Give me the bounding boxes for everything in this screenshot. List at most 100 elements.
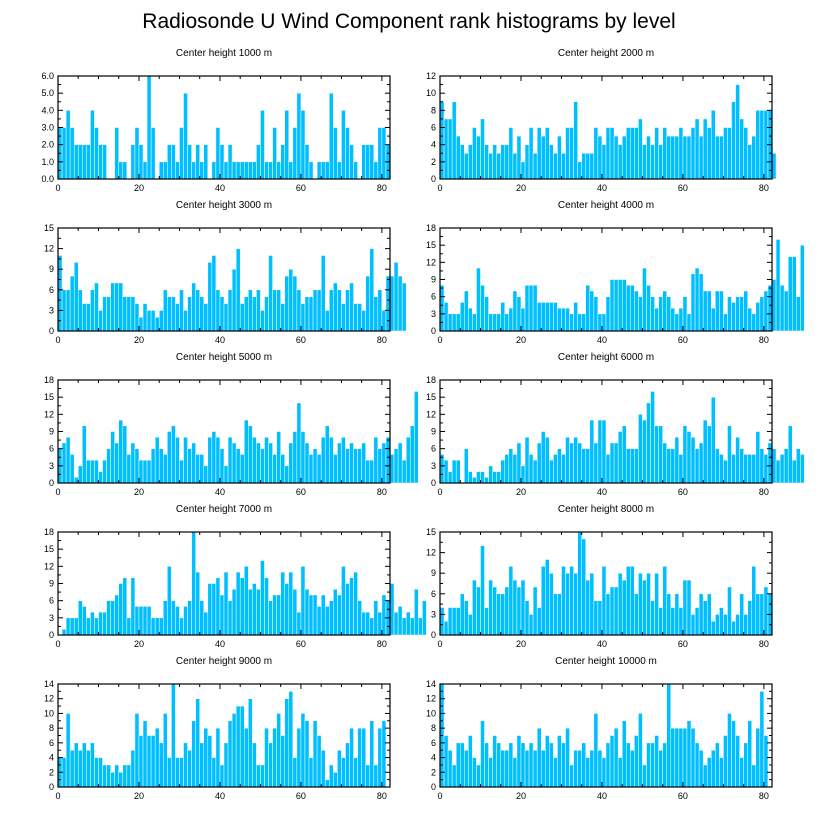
histogram-bar <box>500 459 506 484</box>
histogram-panel: Center height 3000 m 0 20 40 60 80 0 3 6 9 12 15 <box>44 200 407 347</box>
histogram-bar <box>163 161 168 180</box>
histogram-bar <box>73 617 79 636</box>
histogram-bar <box>536 607 542 636</box>
histogram-bar <box>646 572 651 636</box>
x-tick-label: 20 <box>516 791 526 801</box>
histogram-bar <box>207 583 213 636</box>
histogram-bar <box>723 313 728 332</box>
histogram-bar <box>248 698 253 788</box>
histogram-bar <box>252 296 257 332</box>
histogram-bar <box>484 296 489 332</box>
histogram-bar <box>280 454 285 484</box>
histogram-bar <box>536 302 542 332</box>
x-tick-label: 60 <box>296 639 306 649</box>
histogram-bar <box>674 727 680 788</box>
histogram-bar <box>381 310 387 332</box>
histogram-bar <box>775 459 781 484</box>
histogram-bar <box>549 742 554 788</box>
histogram-bar <box>333 454 338 484</box>
histogram-bar <box>256 764 261 788</box>
histogram-bar <box>601 313 607 332</box>
histogram-bar <box>324 161 330 180</box>
histogram-bar <box>175 303 180 332</box>
histogram-bar <box>565 307 570 332</box>
histogram-bar <box>401 617 407 636</box>
histogram-bar <box>654 127 659 180</box>
histogram-bar <box>565 127 570 180</box>
histogram-bar <box>102 611 107 636</box>
histogram-bar <box>163 713 168 788</box>
histogram-bar <box>300 431 306 484</box>
x-tick-label: 0 <box>55 791 60 801</box>
panel-title: Center height 5000 m <box>175 352 273 363</box>
histogram-bar <box>540 566 546 636</box>
histogram-bar <box>686 431 692 484</box>
histogram-bar <box>312 720 318 788</box>
y-tick-label: 12 <box>44 409 54 419</box>
x-tick-label: 20 <box>516 183 526 193</box>
histogram-bar <box>654 425 659 484</box>
histogram-bar <box>459 742 465 788</box>
histogram-bar <box>787 256 793 332</box>
histogram-bar <box>545 302 550 332</box>
histogram-bar <box>146 735 152 788</box>
histogram-bar <box>727 296 732 332</box>
histogram-bar <box>621 425 627 484</box>
histogram-bar <box>520 307 526 332</box>
y-tick-label: 4 <box>431 140 436 150</box>
histogram-bar <box>369 248 375 332</box>
histogram-bar <box>138 317 144 332</box>
histogram-bar <box>134 713 140 788</box>
histogram-bar <box>767 284 773 332</box>
histogram-bar <box>613 727 619 788</box>
histogram-bar <box>747 144 753 180</box>
panel-title: Center height 7000 m <box>175 504 273 515</box>
histogram-bar <box>361 611 366 636</box>
histogram-bar <box>553 153 558 180</box>
histogram-bar <box>605 454 611 484</box>
y-tick-label: 6 <box>431 444 436 454</box>
histogram-bar <box>569 566 574 636</box>
histogram-bar <box>252 583 257 636</box>
histogram-bar <box>678 607 684 636</box>
histogram-bar <box>480 118 485 180</box>
histogram-bar <box>585 284 591 332</box>
histogram-bar <box>401 282 407 332</box>
histogram-bar <box>316 289 322 332</box>
histogram-bar <box>353 571 358 636</box>
histogram-bar <box>187 749 192 788</box>
histogram-bar <box>223 465 229 484</box>
histogram-bar <box>650 144 655 180</box>
histogram-bar <box>86 459 91 484</box>
y-tick-label: 4 <box>49 753 54 763</box>
histogram-bar <box>504 454 510 484</box>
histogram-bar <box>397 606 403 636</box>
histogram-bar <box>638 296 643 332</box>
histogram-bar <box>73 742 79 788</box>
histogram-bar <box>349 442 354 484</box>
histogram-bar <box>565 727 570 788</box>
histogram-bar <box>532 284 538 332</box>
histogram-bar <box>389 583 395 636</box>
histogram-bar <box>195 698 200 788</box>
histogram-bar <box>195 571 200 636</box>
y-tick-label: 0 <box>431 326 436 336</box>
histogram-bar <box>276 431 281 484</box>
y-tick-label: 18 <box>426 375 436 385</box>
histogram-bar <box>365 275 371 332</box>
histogram-bar <box>747 720 753 788</box>
histogram-bar <box>146 606 152 636</box>
histogram-bar <box>142 161 148 180</box>
histogram-bar <box>589 290 595 332</box>
histogram-bar <box>377 727 383 788</box>
histogram-bar <box>536 442 542 484</box>
histogram-bar <box>666 135 672 180</box>
y-tick-label: 8 <box>431 105 436 115</box>
histogram-bar <box>405 436 411 484</box>
histogram-bar <box>110 600 115 636</box>
histogram-bar <box>231 268 237 332</box>
histogram-bar <box>658 749 663 788</box>
histogram-bar <box>686 313 692 332</box>
histogram-bar <box>670 448 676 484</box>
histogram-bar <box>678 307 684 332</box>
